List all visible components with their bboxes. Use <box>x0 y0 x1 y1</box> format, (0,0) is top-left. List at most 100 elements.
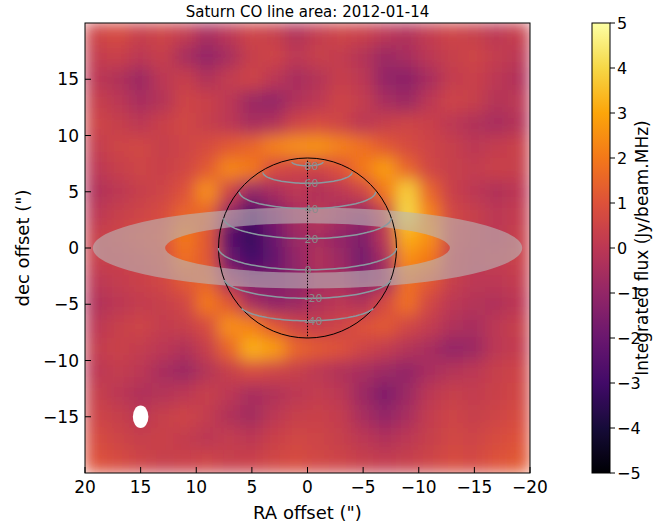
beam <box>133 406 149 429</box>
cell <box>329 45 352 69</box>
cell <box>485 450 508 473</box>
cell <box>263 45 286 69</box>
cell <box>485 338 508 362</box>
cell <box>218 90 241 114</box>
cell <box>352 293 375 317</box>
cell <box>374 428 397 452</box>
cell <box>374 135 397 159</box>
cell <box>507 293 530 317</box>
cell <box>307 113 330 137</box>
cell <box>352 428 375 452</box>
cell <box>218 405 241 429</box>
cell <box>174 405 197 429</box>
cell <box>85 405 108 429</box>
axes: 20151050−5−10−15−20−15−10−5051015 <box>43 69 548 497</box>
cell <box>329 360 352 384</box>
latitude-labels: 806040200-20-40 <box>305 160 323 328</box>
cell <box>352 360 375 384</box>
cell <box>507 383 530 407</box>
cell <box>240 428 263 452</box>
cell <box>174 293 197 317</box>
cell <box>507 90 530 114</box>
cell <box>374 23 397 46</box>
cell <box>396 315 419 339</box>
cell <box>218 315 241 339</box>
cell <box>107 45 130 69</box>
x-tick-label: 15 <box>130 477 152 497</box>
x-axis-label: RA offset (") <box>253 502 362 523</box>
cell <box>285 135 308 159</box>
x-tick <box>85 467 86 473</box>
cell <box>463 158 486 182</box>
cell <box>396 428 419 452</box>
planet-limb <box>219 158 397 338</box>
cell <box>329 338 352 362</box>
cell <box>107 338 130 362</box>
y-tick-label: 0 <box>68 238 79 258</box>
colorbar-tick <box>610 293 615 294</box>
cell <box>196 180 219 204</box>
cell <box>196 405 219 429</box>
cell <box>441 45 464 69</box>
y-tick <box>85 135 91 136</box>
cell <box>218 428 241 452</box>
cell <box>151 23 174 46</box>
y-tick-label: 15 <box>57 69 79 89</box>
cell <box>107 428 130 452</box>
cell <box>85 23 108 46</box>
cell <box>329 113 352 137</box>
x-tick <box>474 467 475 473</box>
cell <box>307 405 330 429</box>
cell <box>240 45 263 69</box>
colorbar-tick <box>610 338 615 339</box>
cell <box>263 90 286 114</box>
cell <box>441 180 464 204</box>
cell <box>374 90 397 114</box>
cell <box>107 158 130 182</box>
cell <box>151 90 174 114</box>
cell <box>107 203 130 227</box>
cell <box>463 293 486 317</box>
cell <box>441 450 464 473</box>
cell <box>396 180 419 204</box>
cell <box>129 180 152 204</box>
latitude-label: 60 <box>305 177 319 190</box>
cell <box>240 405 263 429</box>
cell <box>174 23 197 46</box>
cell <box>85 270 108 294</box>
cell <box>307 338 330 362</box>
cell <box>85 203 108 227</box>
cell <box>307 450 330 473</box>
cell <box>507 428 530 452</box>
colorbar-label: Integrated flux (Jy/beam.MHz) <box>632 120 652 375</box>
cell <box>396 68 419 92</box>
cell <box>196 293 219 317</box>
cell <box>374 113 397 137</box>
colorbar-tick-label: −5 <box>617 464 641 483</box>
latitude-label: -20 <box>305 292 323 305</box>
cell <box>151 315 174 339</box>
cell <box>485 315 508 339</box>
cell <box>151 450 174 473</box>
cell <box>174 45 197 69</box>
y-tick <box>85 191 91 192</box>
cell <box>129 90 152 114</box>
cell <box>329 428 352 452</box>
cell <box>174 315 197 339</box>
y-tick-label: 5 <box>68 182 79 202</box>
cell <box>396 360 419 384</box>
cell <box>374 405 397 429</box>
cell <box>151 158 174 182</box>
colorbar-tick <box>610 23 615 24</box>
cell <box>129 383 152 407</box>
cell <box>307 68 330 92</box>
cell <box>285 90 308 114</box>
cell <box>218 68 241 92</box>
cell <box>263 450 286 473</box>
cell <box>396 293 419 317</box>
cell <box>307 428 330 452</box>
cell <box>240 383 263 407</box>
cell <box>463 383 486 407</box>
cell <box>263 158 286 182</box>
cell <box>107 383 130 407</box>
